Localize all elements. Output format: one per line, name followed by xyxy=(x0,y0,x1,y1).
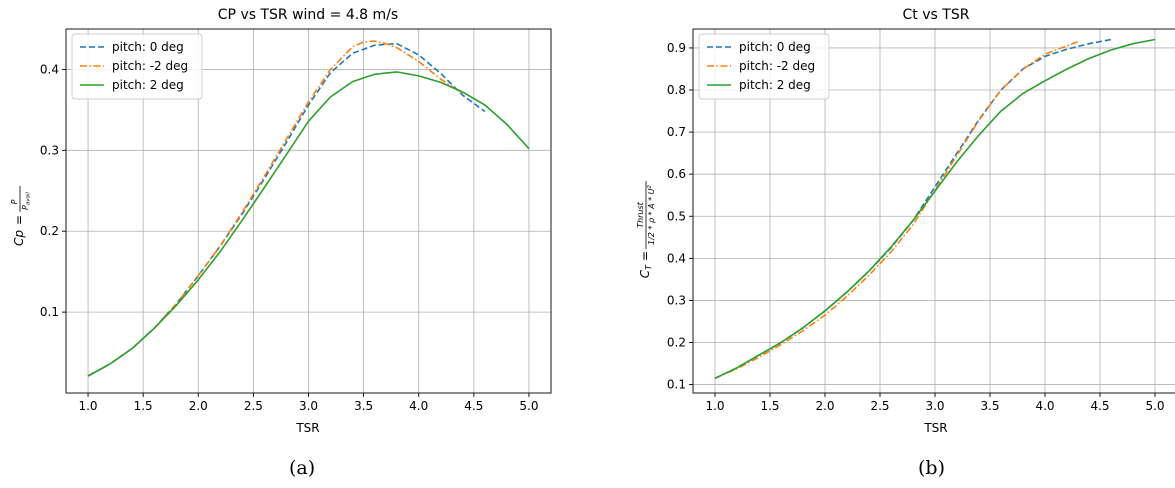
chart-b-xlabel: TSR xyxy=(923,421,947,435)
x-tick-label: 5.0 xyxy=(519,399,538,413)
y-tick-label: 0.5 xyxy=(667,209,686,223)
legend-label: pitch: 2 deg xyxy=(112,78,184,92)
chart-b-ylabel-eq: = xyxy=(638,251,652,261)
chart-a: CP vs TSR wind = 4.8 m/s 1.0 1.5 2.0 2.5 3.0… xyxy=(10,7,552,435)
chart-a-ylabel-den: Pavail xyxy=(21,192,32,210)
chart-b-ylabel: CT = Thrust 1/2 * ρ * A * U2 xyxy=(636,181,656,278)
x-tick-label: 1.5 xyxy=(760,399,779,413)
x-tick-label: 4.0 xyxy=(409,399,428,413)
chart-a-xlabel: TSR xyxy=(295,421,319,435)
legend-label: pitch: 0 deg xyxy=(112,40,184,54)
legend-label: pitch: 0 deg xyxy=(739,40,811,54)
chart-a-ylabel-num: P xyxy=(10,199,19,204)
y-tick-label: 0.8 xyxy=(667,83,686,97)
y-tick-label: 0.9 xyxy=(667,41,686,55)
chart-b-ylabel-lhs-sub: T xyxy=(644,264,653,270)
y-tick-label: 0.1 xyxy=(40,305,59,319)
legend-box xyxy=(698,33,830,100)
chart-b-ylabel-num: Thrust xyxy=(636,201,645,227)
x-tick-label: 2.5 xyxy=(244,399,263,413)
x-tick-label: 3.0 xyxy=(925,399,944,413)
caption-a: (a) xyxy=(289,457,316,479)
legend-label: pitch: -2 deg xyxy=(112,59,188,73)
x-tick-label: 2.0 xyxy=(189,399,208,413)
x-tick-label: 2.0 xyxy=(815,399,834,413)
x-tick-label: 3.5 xyxy=(354,399,373,413)
y-tick-label: 0.7 xyxy=(667,125,686,139)
y-tick-label: 0.3 xyxy=(40,143,59,157)
y-tick-label: 0.4 xyxy=(667,251,686,265)
chart-b-title: Ct vs TSR xyxy=(903,7,970,23)
y-tick-label: 0.4 xyxy=(40,62,59,76)
x-tick-label: 2.5 xyxy=(870,399,889,413)
y-tick-label: 0.2 xyxy=(40,224,59,238)
chart-a-ylabel-lhs: Cp xyxy=(12,230,26,246)
chart-a-plot: 1.0 1.5 2.0 2.5 3.0 3.5 4.0 4.5 5.0 0.1 0.2 0.3 0.4 p… xyxy=(40,28,552,413)
x-tick-label: 1.0 xyxy=(78,399,97,413)
chart-b-ylabel-den: 1/2 * ρ * A * U2 xyxy=(647,184,656,245)
legend-box xyxy=(71,33,203,100)
y-tick-label: 0.3 xyxy=(667,293,686,307)
series-line xyxy=(714,40,1079,380)
x-tick-label: 4.5 xyxy=(464,399,483,413)
x-tick-label: 5.0 xyxy=(1145,399,1164,413)
legend-label: pitch: -2 deg xyxy=(739,59,815,73)
series-line xyxy=(87,71,530,377)
legend-label: pitch: 2 deg xyxy=(739,78,811,92)
y-tick-label: 0.6 xyxy=(667,167,686,181)
x-tick-label: 3.5 xyxy=(980,399,999,413)
x-tick-label: 3.0 xyxy=(299,399,318,413)
chart-a-ylabel: Cp = P Pavail xyxy=(10,186,32,246)
x-tick-label: 1.0 xyxy=(705,399,724,413)
y-tick-label: 0.2 xyxy=(667,336,686,350)
x-tick-label: 4.5 xyxy=(1090,399,1109,413)
chart-b: Ct vs TSR 1.0 1.5 2.0 2.5 3.0 3.5 4.0 4.5 5.0 0.1… xyxy=(636,7,1175,435)
x-tick-label: 1.5 xyxy=(134,399,153,413)
chart-a-ylabel-den-sub: avail xyxy=(26,192,32,206)
x-tick-label: 4.0 xyxy=(1035,399,1054,413)
chart-b-ylabel-lhs: CT xyxy=(638,264,653,278)
y-tick-label: 0.1 xyxy=(667,378,686,392)
chart-b-plot: 1.0 1.5 2.0 2.5 3.0 3.5 4.0 4.5 5.0 0.1 0.2 0.3 0.4 0… xyxy=(667,28,1175,413)
chart-a-ylabel-eq: = xyxy=(12,215,26,225)
caption-b: (b) xyxy=(918,457,945,479)
chart-a-title: CP vs TSR wind = 4.8 m/s xyxy=(218,7,398,23)
series-line xyxy=(714,38,1156,380)
chart-b-ylabel-den-sup: 2 xyxy=(647,184,653,188)
